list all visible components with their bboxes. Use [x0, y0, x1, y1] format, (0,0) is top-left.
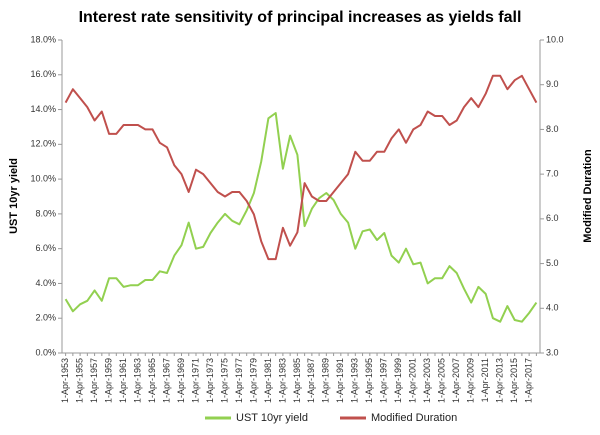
x-tick-label: 1-Apr-2009 — [466, 358, 476, 403]
y-tick-label: 18.0% — [30, 34, 56, 44]
x-tick-label: 1-Apr-2003 — [422, 358, 432, 403]
x-tick-label: 1-Apr-1999 — [393, 358, 403, 403]
x-tick-label: 1-Apr-1979 — [248, 358, 258, 403]
x-tick-label: 1-Apr-2005 — [437, 358, 447, 403]
x-tick-label: 1-Apr-1963 — [132, 358, 142, 403]
x-tick-label: 1-Apr-1953 — [60, 358, 70, 403]
x-tick-label: 1-Apr-1985 — [292, 358, 302, 403]
x-tick-label: 1-Apr-1995 — [364, 358, 374, 403]
line-series — [64, 74, 538, 261]
y-tick-label: 10.0% — [30, 173, 56, 183]
x-tick-label: 1-Apr-1961 — [118, 358, 128, 403]
x-tick-label: 1-Apr-2017 — [524, 358, 534, 403]
y-tick-label: 2.0% — [35, 313, 56, 323]
legend-label: UST 10yr yield — [236, 412, 308, 424]
y-tick-label: 14.0% — [30, 104, 56, 114]
y-tick-label: 4.0% — [35, 278, 56, 288]
y-tick-label: 8.0% — [35, 208, 56, 218]
x-tick-label: 1-Apr-1975 — [219, 358, 229, 403]
y2-tick-label: 4.0 — [546, 303, 559, 313]
y2-tick-label: 9.0 — [546, 79, 559, 89]
x-tick-label: 1-Apr-2011 — [480, 358, 490, 402]
legend-label: Modified Duration — [371, 412, 457, 424]
y2-tick-label: 8.0 — [546, 124, 559, 134]
x-tick-label: 1-Apr-2001 — [408, 358, 418, 403]
y2-tick-label: 10.0 — [546, 34, 564, 44]
x-tick-label: 1-Apr-1989 — [321, 358, 331, 403]
y-axis-title: UST 10yr yield — [8, 158, 20, 234]
y-tick-label: 16.0% — [30, 69, 56, 79]
x-tick-label: 1-Apr-1997 — [379, 358, 389, 403]
x-tick-label: 1-Apr-1957 — [89, 358, 99, 403]
y-tick-label: 6.0% — [35, 243, 56, 253]
x-tick-label: 1-Apr-1987 — [306, 358, 316, 403]
y2-tick-label: 6.0 — [546, 213, 559, 223]
x-tick-label: 1-Apr-1965 — [147, 358, 157, 403]
x-tick-label: 1-Apr-1973 — [205, 358, 215, 403]
x-tick-label: 1-Apr-2013 — [495, 358, 505, 403]
y2-axis-title: Modified Duration — [582, 149, 594, 243]
y-tick-label: 0.0% — [35, 347, 56, 357]
x-tick-label: 1-Apr-1983 — [277, 358, 287, 403]
chart-title: Interest rate sensitivity of principal i… — [79, 9, 522, 26]
x-tick-label: 1-Apr-1959 — [103, 358, 113, 403]
y-tick-label: 12.0% — [30, 139, 56, 149]
x-tick-label: 1-Apr-1977 — [234, 358, 244, 403]
line-series — [64, 112, 538, 323]
x-tick-label: 1-Apr-1967 — [161, 358, 171, 403]
y2-tick-label: 3.0 — [546, 347, 559, 357]
x-tick-label: 1-Apr-1993 — [350, 358, 360, 403]
x-tick-label: 1-Apr-2007 — [451, 358, 461, 403]
x-tick-label: 1-Apr-1991 — [335, 358, 345, 403]
x-tick-label: 1-Apr-1981 — [263, 358, 273, 403]
x-tick-label: 1-Apr-1969 — [176, 358, 186, 403]
x-tick-label: 1-Apr-1971 — [190, 358, 200, 403]
y2-tick-label: 7.0 — [546, 169, 559, 179]
x-tick-label: 1-Apr-1955 — [74, 358, 84, 403]
x-tick-label: 1-Apr-2015 — [509, 358, 519, 403]
y2-tick-label: 5.0 — [546, 258, 559, 268]
